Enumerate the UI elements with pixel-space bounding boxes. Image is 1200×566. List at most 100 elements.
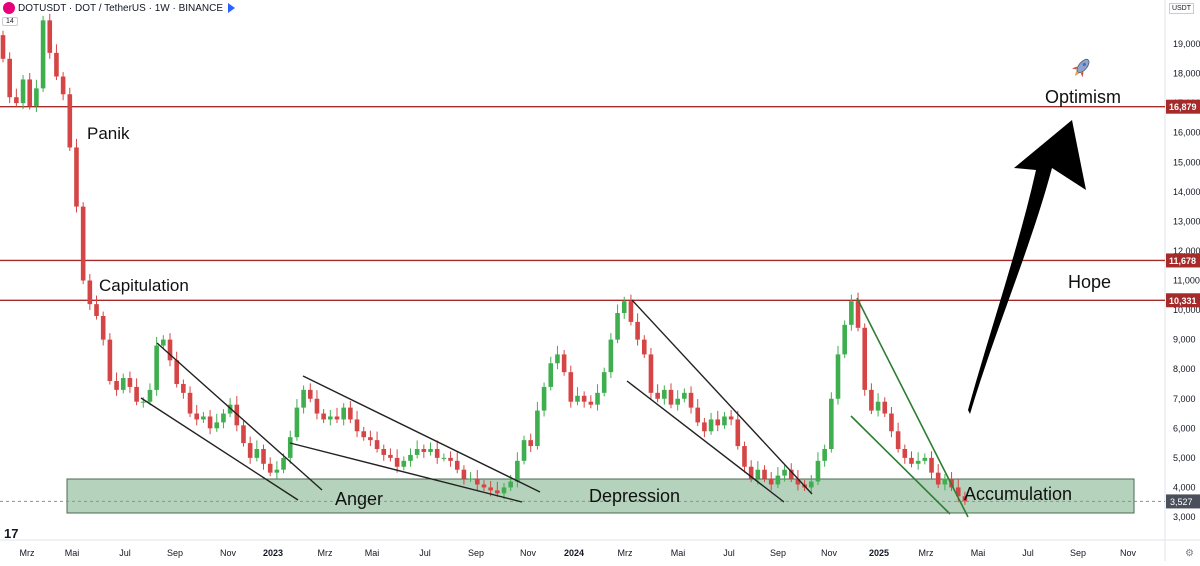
x-tick-label: Mai — [971, 548, 986, 558]
candle-body — [942, 478, 948, 485]
candle-body — [114, 381, 119, 390]
candle-body — [768, 478, 774, 485]
x-tick-label: Mai — [365, 548, 380, 558]
trend-line — [140, 397, 299, 501]
candle-body — [94, 304, 99, 316]
candles — [0, 13, 968, 505]
candle-body — [60, 76, 66, 95]
candle-body — [34, 88, 39, 107]
candle-body — [842, 324, 847, 355]
candle-body — [955, 487, 961, 497]
candle-body — [909, 457, 914, 464]
candle-body — [127, 378, 133, 387]
candle-body — [227, 404, 233, 414]
candle-body — [515, 460, 520, 482]
candle-body — [40, 20, 46, 89]
candle-body — [889, 413, 894, 432]
candle-body — [214, 422, 220, 429]
candle-body — [187, 392, 193, 414]
trend-line — [302, 375, 541, 493]
candle-body — [501, 487, 507, 494]
currency-label[interactable]: USDT — [1168, 3, 1194, 14]
candle-body — [915, 460, 921, 464]
flag-icon[interactable] — [228, 3, 236, 13]
level-price-tag — [1166, 293, 1200, 308]
candle-body — [481, 484, 487, 488]
candle-body — [702, 422, 707, 432]
candle-body — [14, 97, 19, 104]
candle-body — [254, 449, 260, 458]
candle-body — [688, 392, 694, 408]
tradingview-logo-icon[interactable]: 17 — [4, 526, 19, 541]
x-tick-label: Sep — [770, 548, 786, 558]
candle-body — [321, 413, 326, 420]
x-tick-label: Nov — [220, 548, 237, 558]
level-price-label: 10,331 — [1169, 296, 1197, 306]
candle-body — [421, 449, 427, 452]
candle-body — [167, 339, 173, 361]
candle-body — [588, 401, 594, 405]
candle-body — [528, 440, 534, 447]
candle-body — [181, 383, 186, 393]
arrow-shape — [968, 120, 1086, 414]
candle-body — [875, 401, 881, 411]
annotation-depression: Depression — [589, 486, 680, 506]
candle-body — [815, 460, 821, 482]
y-tick-label: 12,000 — [1173, 246, 1200, 256]
candle-body — [307, 389, 313, 399]
annotation-optimism: Optimism — [1045, 87, 1121, 107]
x-tick-label: Mrz — [919, 548, 934, 558]
candle-body — [922, 457, 928, 461]
candle-body — [414, 449, 420, 455]
candle-body — [207, 416, 213, 429]
candle-body — [862, 327, 868, 390]
candle-body — [328, 416, 333, 420]
candle-body — [561, 354, 567, 373]
candle-body — [935, 472, 941, 485]
annotation-capitulation: Capitulation — [99, 276, 189, 295]
candle-body — [107, 339, 113, 382]
candle-body — [374, 440, 380, 450]
candle-body — [722, 416, 727, 426]
trend-line-green — [856, 297, 969, 518]
candle-body — [441, 457, 447, 459]
volume-badge[interactable]: 14 — [2, 17, 18, 26]
y-tick-label: 8,000 — [1173, 364, 1196, 374]
candle-body — [595, 392, 600, 405]
annotation-hope: Hope — [1068, 272, 1111, 292]
symbol-header[interactable]: DOTUSDT · DOT / TetherUS · 1W · BINANCE — [0, 0, 236, 16]
candle-body — [408, 454, 413, 461]
gear-icon[interactable]: ⚙ — [1185, 548, 1194, 559]
annotation-accumulation: Accumulation — [964, 484, 1072, 504]
candle-body — [495, 490, 500, 494]
candle-body — [621, 301, 627, 314]
candle-body — [341, 407, 346, 420]
x-tick-label: 2024 — [564, 548, 584, 558]
candle-body — [161, 339, 166, 346]
polkadot-logo-icon — [3, 2, 15, 14]
y-tick-label: 5,000 — [1173, 453, 1196, 463]
x-tick-label: Jul — [419, 548, 431, 558]
candle-body — [695, 407, 701, 423]
candle-body — [454, 460, 460, 470]
candle-body — [822, 449, 827, 461]
candle-body — [448, 457, 453, 461]
level-price-tag — [1166, 99, 1200, 114]
candle-body — [615, 313, 620, 340]
time-axis: Mrz Mai Jul Sep Nov 2023 Mrz Mai Jul Sep Nov 2024 Mr… — [20, 548, 1137, 558]
candle-body — [682, 392, 687, 399]
candle-body — [708, 419, 714, 432]
candle-body — [474, 478, 480, 485]
candle-body — [274, 469, 280, 473]
candle-body — [895, 431, 901, 450]
candle-body — [748, 466, 754, 479]
candle-body — [608, 339, 614, 373]
candle-body — [641, 339, 647, 355]
candle-body — [728, 416, 734, 420]
candle-body — [735, 419, 741, 447]
candle-body — [541, 386, 547, 411]
x-tick-label: Mrz — [20, 548, 35, 558]
x-tick-label: Sep — [1070, 548, 1086, 558]
